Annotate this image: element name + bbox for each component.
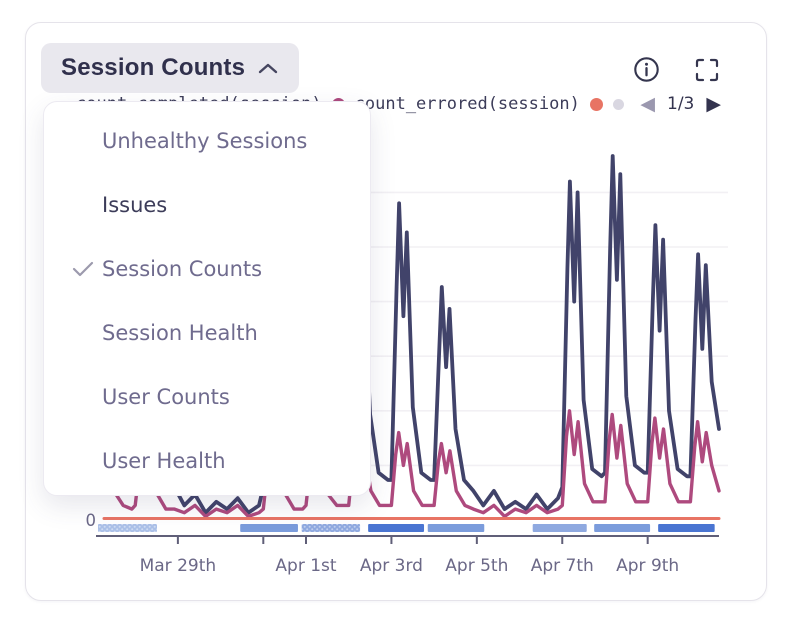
menu-item-unhealthy-sessions[interactable]: Unhealthy Sessions [44,109,370,173]
segment-bar-7[interactable] [594,524,651,532]
menu-item-session-health[interactable]: Session Health [44,301,370,365]
header-icons [633,56,719,83]
x-axis-label: Apr 3rd [360,556,423,576]
segment-bar-texture [301,524,361,532]
menu-item-session-counts[interactable]: Session Counts [44,237,370,301]
session-counts-widget-card: Mar 29th Apr 1st Apr 3rd Apr 5th Apr 7th Apr … [25,22,767,601]
segment-bar-texture [98,524,157,532]
info-icon[interactable] [633,56,660,83]
segment-bar-4[interactable] [368,524,425,532]
checkmark-icon [72,261,94,282]
legend-series-dot [589,97,603,111]
legend-item-count-errored-session-[interactable]: count_errored(session) [355,94,603,114]
fullscreen-icon[interactable] [695,58,719,82]
legend-page-indicator: 1/3 [667,94,695,114]
legend-prev-icon[interactable]: ◀ [640,92,656,115]
segment-bar-2[interactable] [240,524,298,532]
x-axis-label: Apr 7th [531,556,594,576]
menu-item-label: Session Health [102,321,258,345]
x-axis-label: Apr 5th [445,556,508,576]
metric-selector-button[interactable]: Session Counts [41,43,300,93]
legend-series-dot [612,98,624,110]
metric-selector-label: Session Counts [61,54,246,81]
segment-bar-8[interactable] [658,524,715,532]
x-axis-label: Apr 9th [616,556,679,576]
menu-item-label: Unhealthy Sessions [102,129,308,153]
legend-label: count_errored(session) [354,94,580,114]
menu-item-user-health[interactable]: User Health [44,429,370,493]
menu-item-label: User Counts [102,385,230,409]
legend-next-icon[interactable]: ▶ [706,92,721,115]
menu-item-label: User Health [102,449,226,473]
series-line-count_completed [102,409,721,519]
menu-item-label: Session Counts [102,257,263,281]
series-line-sessions-total [102,154,721,515]
legend-item-clipped[interactable] [612,98,624,110]
legend-pager: ◀ 1/3 ▶ [636,89,721,119]
x-axis-label: Apr 1st [275,556,336,576]
chevron-up-icon [258,63,278,73]
menu-item-label: Issues [102,193,168,217]
y-axis-zero-label: 0 [86,511,97,530]
metric-dropdown-menu: Unhealthy Sessions Issues Session Counts Se… [43,101,371,496]
segment-bar-5[interactable] [427,524,485,532]
segment-bar-6[interactable] [532,524,587,532]
menu-item-issues[interactable]: Issues [44,173,370,237]
menu-item-user-counts[interactable]: User Counts [44,365,370,429]
x-axis-label: Mar 29th [140,556,217,576]
